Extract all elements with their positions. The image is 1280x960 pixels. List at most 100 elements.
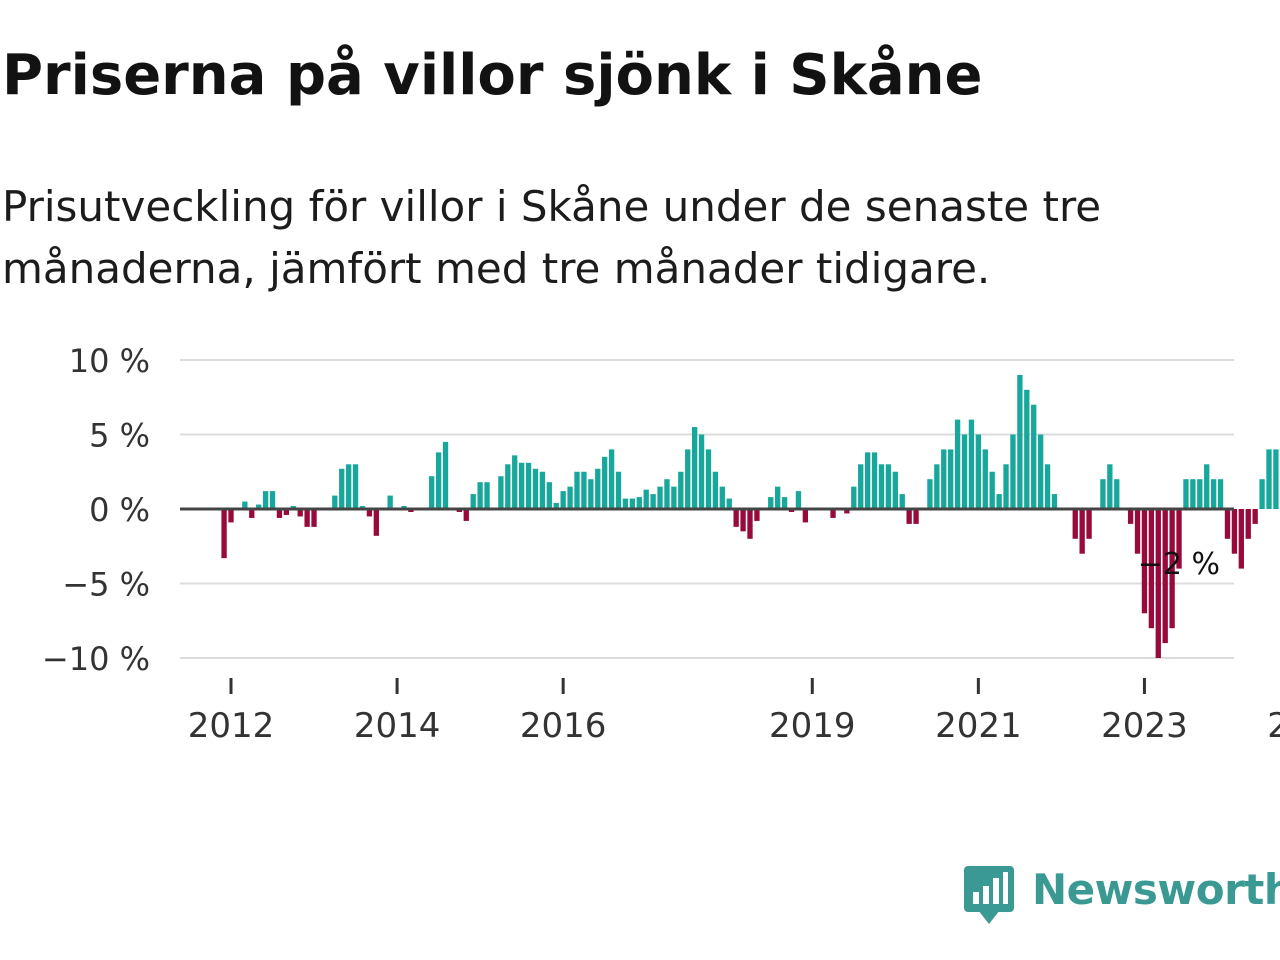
bar — [1051, 494, 1058, 509]
x-tick-label: 2019 — [769, 706, 856, 746]
bar — [602, 456, 608, 509]
bar — [989, 471, 995, 509]
bar — [574, 471, 580, 509]
bar — [664, 479, 670, 509]
bar — [311, 509, 317, 527]
bar — [498, 476, 504, 509]
bar — [1031, 404, 1037, 509]
bar — [352, 464, 359, 509]
bar — [629, 498, 636, 509]
bar — [657, 486, 663, 509]
y-tick-label: 5 % — [89, 417, 150, 455]
bar — [1072, 509, 1078, 539]
bar — [276, 509, 283, 518]
bar — [297, 509, 303, 517]
bar — [525, 462, 532, 509]
bar — [1204, 464, 1210, 509]
bar — [795, 491, 802, 509]
brand-name: Newsworthy — [1032, 865, 1280, 914]
bar — [941, 449, 947, 509]
bar — [1245, 509, 1251, 539]
bar — [429, 476, 435, 509]
bar — [927, 479, 933, 509]
bar — [262, 491, 269, 509]
bar — [1190, 479, 1196, 509]
bar — [858, 464, 864, 509]
bar — [1155, 509, 1161, 658]
bar — [532, 468, 539, 509]
bar — [505, 464, 511, 509]
bar — [906, 509, 912, 524]
bar — [435, 452, 442, 509]
bar — [567, 486, 573, 509]
bar — [1183, 479, 1189, 509]
bar — [518, 462, 525, 509]
bar — [871, 452, 878, 509]
bar — [553, 503, 559, 509]
bar — [1148, 509, 1155, 629]
bar — [546, 482, 552, 509]
bar — [256, 504, 262, 509]
bar — [975, 434, 982, 509]
bar — [1210, 479, 1217, 509]
bar — [864, 452, 871, 509]
x-tick-label: 2016 — [520, 706, 607, 746]
bar — [581, 471, 587, 509]
bar — [339, 468, 345, 509]
bar — [1127, 509, 1134, 524]
bar — [269, 491, 276, 509]
bar — [1024, 389, 1030, 509]
bar — [484, 482, 490, 509]
bar — [221, 509, 227, 559]
bar — [775, 486, 781, 509]
bar — [1044, 464, 1051, 509]
y-tick-label: −5 % — [62, 566, 150, 604]
bar — [463, 509, 469, 521]
x-tick-label: 2021 — [935, 706, 1022, 746]
price-change-bar-chart: 10 % 5 % 0 % −5 % −10 % 2012 2014 2016 2019 2021… — [42, 342, 1280, 746]
bar — [768, 497, 774, 509]
bar — [892, 471, 898, 509]
bar — [802, 509, 809, 523]
bar — [948, 449, 954, 509]
bar — [698, 434, 705, 509]
bar — [1238, 509, 1244, 569]
bar — [595, 468, 601, 509]
bar — [1162, 509, 1168, 644]
bar — [373, 509, 379, 536]
x-tick-label: 2023 — [1101, 706, 1188, 746]
bar — [844, 509, 850, 514]
x-tick-label: 2014 — [354, 706, 441, 746]
bar — [705, 449, 712, 509]
bar — [1079, 509, 1085, 554]
bar — [747, 509, 753, 539]
bar-chart-speech-bubble-icon — [964, 866, 1014, 924]
bar-series — [221, 374, 1279, 658]
y-axis-tick-labels: 10 % 5 % 0 % −5 % −10 % — [42, 342, 150, 678]
last-value-label: −2 % — [1138, 547, 1220, 582]
bar — [781, 497, 788, 509]
bar — [851, 486, 857, 509]
bar — [885, 464, 892, 509]
bar — [968, 419, 975, 509]
bar — [899, 494, 905, 509]
bar — [830, 509, 836, 518]
bar — [560, 491, 566, 509]
bar — [636, 497, 642, 509]
bar — [477, 482, 483, 509]
bar — [726, 498, 732, 509]
bar — [1017, 374, 1023, 509]
bar — [1086, 509, 1092, 539]
x-tick-label: 2025 — [1267, 706, 1280, 746]
annotations: −2 % — [1138, 547, 1220, 582]
bar — [733, 509, 739, 527]
bar — [283, 509, 290, 515]
bar — [712, 471, 719, 509]
bar — [1259, 479, 1265, 509]
bar — [643, 489, 649, 509]
bar — [934, 464, 940, 509]
bar — [740, 509, 746, 532]
bar — [1107, 464, 1113, 509]
bar — [615, 471, 622, 509]
bar — [228, 509, 234, 523]
